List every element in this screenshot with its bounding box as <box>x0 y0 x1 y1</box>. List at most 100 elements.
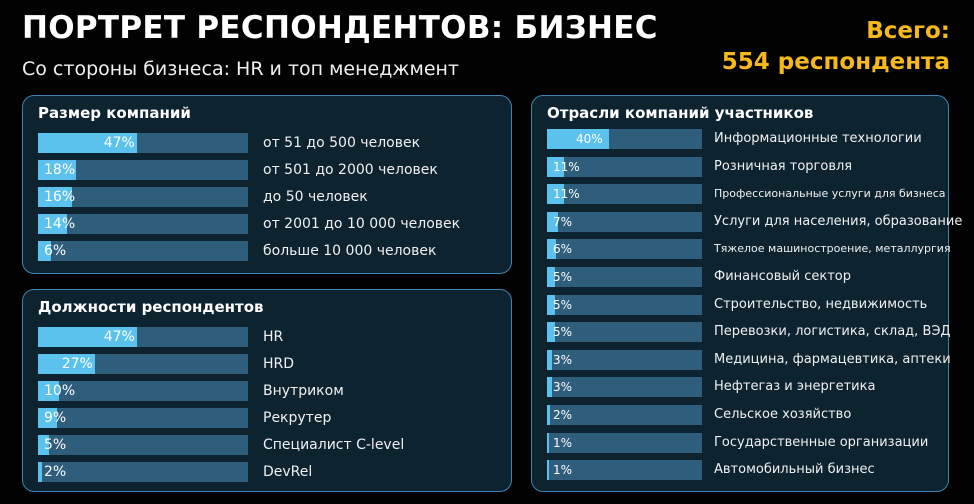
bar-track <box>547 211 702 232</box>
bar-value-label: 5% <box>44 437 67 453</box>
bar <box>38 241 51 261</box>
category-label: Сельское хозяйство <box>714 407 852 422</box>
bar-row: 5% Специалист C-level <box>23 435 511 455</box>
bar-track <box>38 462 248 482</box>
bar-row: 18% от 501 до 2000 человек <box>23 160 511 180</box>
bar-value-label: 14% <box>44 216 76 232</box>
bar-track <box>38 327 248 347</box>
bar-value-label: 47% <box>103 329 135 345</box>
bar-row: 1% Государственные организации <box>532 432 948 453</box>
positions-title: Должности респондентов <box>38 298 264 316</box>
bar-value-label: 5% <box>553 297 573 312</box>
bar-row: 10% Внутриком <box>23 381 511 401</box>
bar <box>38 381 59 401</box>
bar-track <box>547 184 702 205</box>
total-label: Всего: <box>866 18 950 44</box>
bar <box>38 462 43 482</box>
bar-row: 7% Услуги для населения, образование <box>532 211 962 232</box>
bar-track <box>38 133 248 153</box>
bar <box>547 184 565 205</box>
bar-track <box>547 460 702 481</box>
bar <box>547 129 609 149</box>
bar-row: 40% Информационные технологии <box>532 129 948 149</box>
bar-track <box>547 156 702 177</box>
category-label: Внутриком <box>263 383 344 399</box>
bar-track <box>38 187 248 207</box>
category-label: Перевозки, логистика, склад, ВЭД <box>714 324 951 340</box>
bar-value-label: 9% <box>44 410 67 426</box>
bar-value-label: 6% <box>44 243 67 259</box>
bar-value-label: 47% <box>103 135 135 151</box>
bar-row: 5% Строительство, недвижимость <box>532 294 948 315</box>
page-subtitle: Со стороны бизнеса: HR и топ менеджмент <box>22 58 459 80</box>
bar-row: 6% Тяжелое машиностроение, металлургия <box>532 239 951 260</box>
category-label: Финансовый сектор <box>714 269 851 284</box>
bar <box>547 349 552 370</box>
category-label: DevRel <box>263 464 313 480</box>
bar-value-label: 1% <box>553 435 573 450</box>
category-label: Строительство, недвижимость <box>714 296 928 312</box>
bar-value-label: 10% <box>44 383 76 399</box>
bar-track <box>547 322 702 343</box>
bar <box>547 211 558 232</box>
positions-panel: Должности респондентов 47% HR 27% HRD 10% Вну… <box>22 289 512 492</box>
bar-track <box>547 239 702 260</box>
bar-track <box>38 354 248 374</box>
total-value: 554 респондента <box>721 49 950 75</box>
bar-row: 1% Автомобильный бизнес <box>532 460 948 481</box>
bar <box>38 133 137 153</box>
bar-row: 47% от 51 до 500 человек <box>23 133 511 153</box>
category-label: больше 10 000 человек <box>263 243 437 259</box>
bar-value-label: 40% <box>576 132 603 146</box>
bar-row: 27% HRD <box>23 354 511 374</box>
bar <box>547 432 549 453</box>
bar-row: 6% больше 10 000 человек <box>23 241 511 261</box>
total-respondents: Всего: 554 респондента <box>722 16 950 78</box>
bar-value-label: 6% <box>553 242 573 257</box>
company-size-panel: Размер компаний 47% от 51 до 500 человек 1… <box>22 95 512 274</box>
bar <box>38 327 137 347</box>
bar <box>38 160 76 180</box>
category-label: HRD <box>263 356 295 372</box>
bar <box>38 354 95 374</box>
bar-value-label: 1% <box>553 463 573 478</box>
bar-track <box>547 294 702 315</box>
bar <box>547 239 557 260</box>
category-label: Розничная торговля <box>714 158 853 174</box>
industries-title: Отрасли компаний участников <box>547 104 814 122</box>
bar-row: 11% Розничная торговля <box>532 156 948 177</box>
bar-value-label: 16% <box>44 189 76 205</box>
bar-track <box>547 432 702 453</box>
category-label: HR <box>263 329 284 345</box>
bar-value-label: 2% <box>44 464 67 480</box>
category-label: Нефтегаз и энергетика <box>714 379 876 395</box>
category-label: от 501 до 2000 человек <box>263 162 438 178</box>
bar-value-label: 27% <box>61 356 93 372</box>
category-label: Информационные технологии <box>714 131 922 146</box>
bar-value-label: 11% <box>553 187 580 202</box>
bar-track <box>38 435 248 455</box>
bar-value-label: 5% <box>553 270 573 284</box>
bar-track <box>38 381 248 401</box>
bar <box>547 267 555 287</box>
bar-row: 14% от 2001 до 10 000 человек <box>23 214 511 234</box>
bar-value-label: 3% <box>553 380 573 395</box>
bar-value-label: 2% <box>553 408 573 422</box>
bar-row: 11% Профессиональные услуги для бизнеса <box>532 184 948 205</box>
category-label: до 50 человек <box>263 189 368 205</box>
category-label: от 51 до 500 человек <box>263 135 421 151</box>
bar-track <box>547 349 702 370</box>
bar <box>547 377 552 398</box>
bar <box>547 405 551 425</box>
bar-value-label: 5% <box>553 325 573 340</box>
bar-track <box>547 377 702 398</box>
category-label: Рекрутер <box>263 410 332 426</box>
bar-value-label: 7% <box>553 214 573 229</box>
bar <box>547 156 565 177</box>
bar-row: 3% Медицина, фармацевтика, аптеки <box>532 349 951 370</box>
bar <box>547 294 555 315</box>
industries-panel: Отрасли компаний участников 40% Информаци… <box>531 95 962 492</box>
bar-track <box>38 241 248 261</box>
bar <box>547 460 549 481</box>
bar-track <box>547 405 702 425</box>
